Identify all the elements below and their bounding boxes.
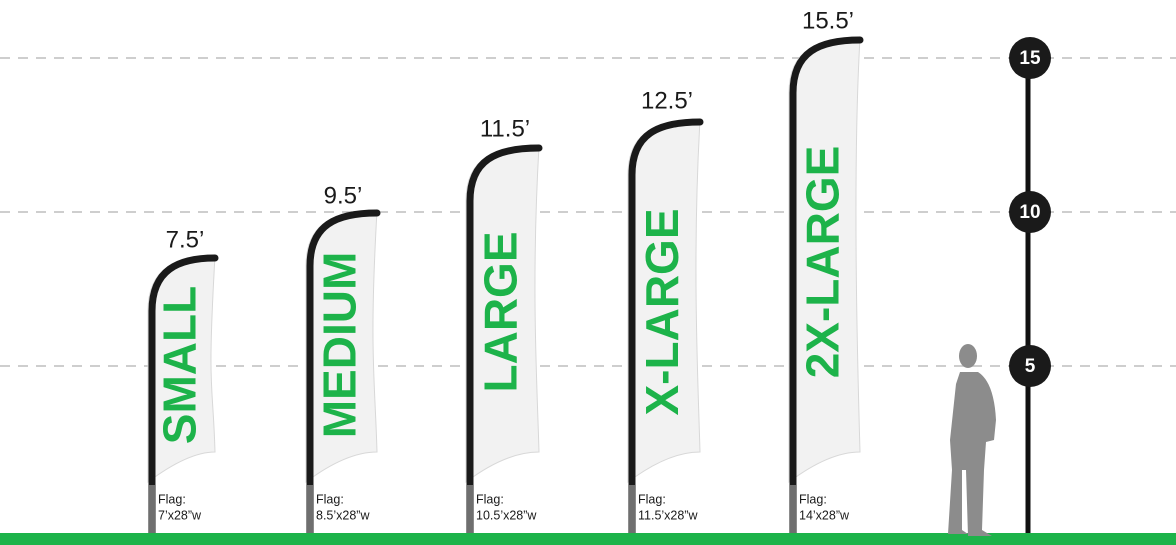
flag-pole [628,118,704,537]
flag-pole [306,209,381,537]
flag-size-label: Flag: [799,492,827,506]
ground [0,533,1176,545]
flag-height: 9.5’ [324,182,363,209]
flag-size: 14’x28”w [799,508,850,522]
flag-size: 7’x28”w [158,508,202,522]
flag-size-label: Flag: [638,492,666,506]
pole-base [790,485,796,533]
scale-marker [1009,191,1051,233]
pole-base [629,485,635,533]
flag-name: X-LARGE [636,209,688,416]
scale-marker [1009,345,1051,387]
pole-base [467,485,473,533]
flag-size: 10.5’x28”w [476,508,537,522]
scale-label: 15 [1019,48,1041,69]
scale-marker [1009,37,1051,79]
flag-pole [466,144,543,537]
pole-base [149,485,155,533]
flag-size: 8.5’x28”w [316,508,370,522]
flag-height: 15.5’ [802,7,854,34]
scale-label: 5 [1025,356,1036,377]
flag-height: 11.5’ [480,115,530,142]
flag-pole [148,254,219,537]
scale-label: 10 [1019,202,1040,223]
flag-height: 7.5’ [166,226,205,253]
pole-base [307,485,313,533]
flag-size-label: Flag: [158,492,186,506]
flag-height: 12.5’ [641,87,693,114]
flag-pole [789,36,864,537]
flag-name: LARGE [475,232,527,393]
flag-size-label: Flag: [476,492,504,506]
flag-size-label: Flag: [316,492,344,506]
flag-name: SMALL [154,286,206,444]
flag-name: 2X-LARGE [797,146,849,379]
flag-size: 11.5’x28”w [638,508,698,522]
person-silhouette [948,344,996,536]
flag-name: MEDIUM [314,252,366,439]
